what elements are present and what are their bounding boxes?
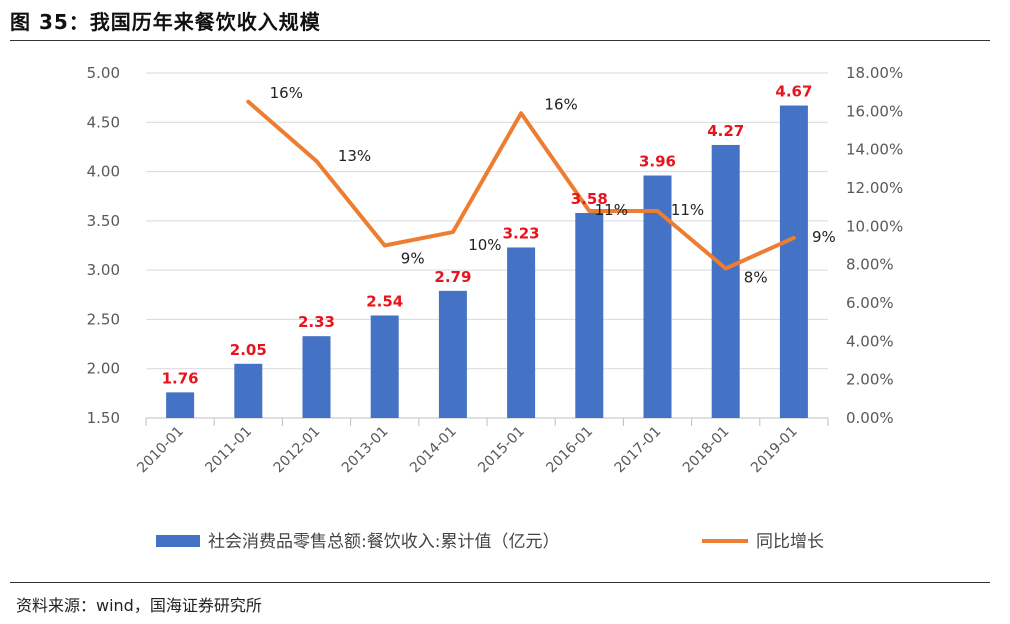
left-tick-label: 2.00 [87,360,120,378]
category-label: 2017-01 [612,424,665,477]
category-label: 2018-01 [680,424,733,477]
bar-data-label: 1.76 [162,369,199,387]
title-rule [10,40,990,41]
left-tick-label: 1.50 [87,409,120,427]
source-rule [10,582,990,583]
line-data-label: 11% [671,201,704,219]
bar [643,175,672,418]
bar [438,290,467,418]
bar-labels: 1.76 2.05 2.33 2.54 2.79 3.23 3.58 3.96 4.27 4.67 [162,83,813,388]
left-tick-label: 4.00 [87,163,120,181]
left-axis: 1.50 2.00 2.50 3.00 3.50 4.00 4.50 5.00 [87,64,120,427]
line-labels: 16% 13% 9% 10% 16% 11% 11% 8% 9% [270,84,836,287]
left-tick-label: 5.00 [87,64,120,82]
right-tick-label: 0.00% [846,409,894,427]
legend-swatch-bars [156,535,200,547]
line-data-label: 13% [338,147,371,165]
line-point [315,159,318,163]
line-point [519,111,523,115]
bar-data-label: 3.96 [639,153,676,171]
bar-data-label: 4.27 [707,122,744,140]
bar [166,392,195,418]
bar [234,363,263,418]
category-label: 2010-01 [134,424,187,477]
legend: 社会消费品零售总额:餐饮收入:累计值（亿元） 同比增长 [156,532,824,552]
category-label: 2011-01 [202,424,255,477]
right-tick-label: 4.00% [846,332,894,350]
line-series [246,99,796,271]
category-label: 2013-01 [339,424,392,477]
bar-data-label: 2.79 [434,268,471,286]
legend-label-bars: 社会消费品零售总额:餐饮收入:累计值（亿元） [208,532,559,552]
line-point [246,100,250,104]
line-point [383,244,387,247]
line-point [451,230,455,234]
figure-title: 图 35：我国历年来餐饮收入规模 [10,10,321,34]
bar [779,105,808,419]
left-tick-label: 2.50 [87,310,120,328]
category-label: 2012-01 [271,424,324,477]
bar-data-label: 2.05 [230,341,267,359]
line-point [792,236,796,240]
source-note: 资料来源：wind，国海证券研究所 [16,596,262,615]
bar-data-label: 2.33 [298,313,335,331]
bar [507,247,536,418]
left-tick-label: 3.00 [87,261,120,279]
bar-data-label: 4.67 [775,83,812,101]
right-axis: 0.00% 2.00% 4.00% 6.00% 8.00% 10.00% 12.00% 14.… [846,64,903,427]
right-tick-label: 16.00% [846,102,903,120]
bar-series [166,105,808,419]
line-data-label: 16% [544,95,577,113]
bar-data-label: 3.23 [503,224,540,242]
line-point [724,267,728,270]
combo-chart: 1.50 2.00 2.50 3.00 3.50 4.00 4.50 5.00 0.00% 2.… [87,64,904,552]
right-tick-label: 14.00% [846,141,903,159]
category-label: 2014-01 [407,424,460,477]
category-label: 2019-01 [748,424,801,477]
line-data-label: 9% [812,228,836,246]
category-label: 2015-01 [475,424,528,477]
right-tick-label: 18.00% [846,64,903,82]
line-point [656,209,659,213]
bar [302,336,331,418]
right-tick-label: 10.00% [846,217,903,235]
right-tick-label: 6.00% [846,294,894,312]
right-tick-label: 2.00% [846,371,894,389]
line-data-label: 9% [401,250,425,268]
bar [711,144,740,418]
bar-data-label: 3.58 [571,190,608,208]
right-tick-label: 8.00% [846,256,894,274]
line-point [587,209,591,213]
left-tick-label: 4.50 [87,113,120,131]
bar [575,212,604,418]
line-data-label: 11% [595,201,628,219]
legend-label-line: 同比增长 [756,532,824,552]
bar-data-label: 2.54 [366,292,403,310]
right-tick-label: 12.00% [846,179,903,197]
bar [370,315,399,418]
line-data-label: 16% [270,84,303,102]
left-tick-label: 3.50 [87,212,120,230]
line-data-label: 10% [468,236,501,254]
line-data-label: 8% [744,269,768,287]
category-axis: 2010-01 2011-01 2012-01 2013-01 2014-01 2015-… [134,418,829,477]
category-label: 2016-01 [543,424,596,477]
